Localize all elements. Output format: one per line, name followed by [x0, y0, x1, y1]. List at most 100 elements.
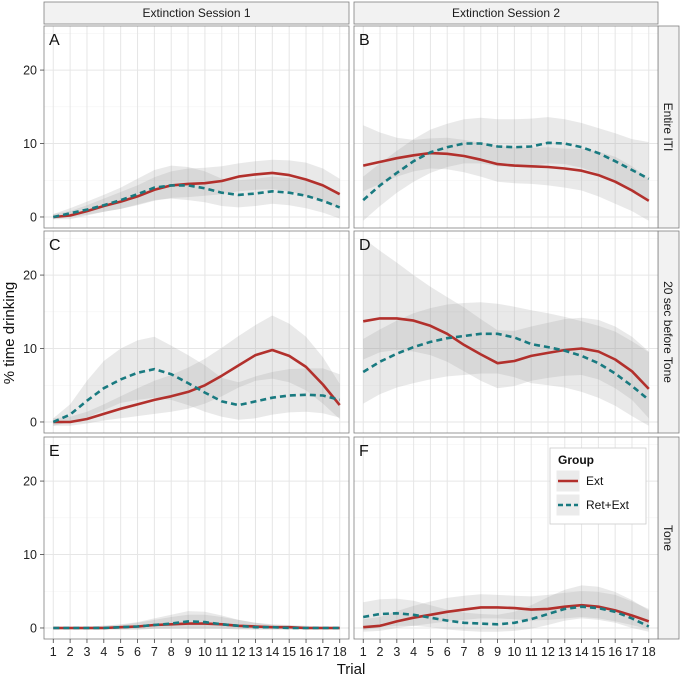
- ribbon-retext: [53, 165, 340, 220]
- plot-area: [362, 117, 650, 221]
- ribbon-ext: [363, 591, 649, 632]
- y-tick-label: 0: [30, 210, 37, 224]
- x-tick-label: 12: [232, 645, 246, 659]
- panel-b: B: [353, 25, 659, 229]
- strip-row-1: Entire ITI: [657, 25, 680, 229]
- panel-background: [354, 26, 658, 228]
- x-tick-label: 15: [591, 645, 605, 659]
- plot-area: [53, 159, 341, 220]
- x-tick-label: 4: [100, 645, 107, 659]
- strip-column-1: Extinction Session 1: [43, 1, 350, 25]
- x-tick-label: 15: [282, 645, 296, 659]
- legend: Group Ext Ret+Ext: [549, 447, 647, 525]
- strip-row-3: Tone: [657, 436, 680, 640]
- ribbon-ext: [53, 315, 340, 426]
- line-retext: [53, 620, 340, 630]
- x-tick-label: 6: [444, 645, 451, 659]
- y-tick-label: 0: [30, 621, 37, 635]
- panel-background: [44, 231, 349, 433]
- x-tick-label: 17: [316, 645, 330, 659]
- ribbon-retext: [53, 336, 340, 426]
- ribbon-ext: [363, 125, 649, 221]
- panel-letter: E: [49, 443, 60, 460]
- panel-a: A 0 10 20: [23, 25, 350, 229]
- y-tick-label: 0: [30, 415, 37, 429]
- line-ext: [362, 151, 650, 202]
- x-tick-label: 11: [525, 645, 538, 659]
- ribbon-retext: [363, 117, 649, 221]
- x-tick-label: 10: [198, 645, 212, 659]
- plot-area: [52, 315, 341, 426]
- strip-label-session-2: Extinction Session 2: [452, 6, 560, 20]
- panel-border: [43, 436, 350, 640]
- ribbon-retext: [363, 585, 649, 632]
- x-tick-label: 6: [134, 645, 141, 659]
- panel-border: [353, 436, 659, 640]
- x-tick-label: 2: [377, 645, 384, 659]
- x-tick-label: 17: [625, 645, 639, 659]
- line-ext: [53, 171, 341, 219]
- y-tick-label: 20: [23, 269, 37, 283]
- line-retext: [52, 367, 341, 424]
- legend-label-ext: Ext: [586, 474, 604, 488]
- panel-border: [353, 230, 659, 434]
- panel-background: [44, 437, 349, 639]
- x-tick-label: 7: [461, 645, 468, 659]
- x-tick-label: 13: [249, 645, 263, 659]
- line-retext: [362, 332, 650, 401]
- y-tick-label: 20: [23, 475, 37, 489]
- x-tick-label: 8: [168, 645, 175, 659]
- panel-border: [43, 25, 350, 229]
- panel-letter: F: [359, 443, 369, 460]
- x-tick-label: 9: [185, 645, 192, 659]
- y-tick-label: 10: [23, 548, 37, 562]
- strip-label-20sec-before-tone: 20 sec before Tone: [661, 281, 675, 383]
- strip-label-session-1: Extinction Session 1: [142, 6, 250, 20]
- line-retext: [53, 184, 341, 219]
- x-tick-label: 5: [427, 645, 434, 659]
- x-tick-label: 3: [83, 645, 90, 659]
- x-tick-label: 5: [117, 645, 124, 659]
- legend-label-retext: Ret+Ext: [586, 498, 630, 512]
- panel-c: C 0 10 20: [23, 230, 350, 434]
- line-retext: [362, 605, 650, 628]
- line-ext: [362, 317, 650, 390]
- panel-letter: D: [359, 237, 371, 254]
- x-tick-label: 18: [333, 645, 347, 659]
- x-tick-label: 7: [151, 645, 158, 659]
- x-tick-label: 13: [558, 645, 572, 659]
- x-tick-label: 11: [215, 645, 228, 659]
- x-tick-label: 12: [541, 645, 555, 659]
- line-ext: [53, 622, 340, 630]
- x-tick-label: 2: [67, 645, 74, 659]
- panel-border: [43, 230, 350, 434]
- line-ext: [363, 603, 650, 629]
- x-axis-title: Trial: [337, 661, 366, 678]
- x-tick-label: 16: [608, 645, 622, 659]
- x-tick-label: 14: [265, 645, 279, 659]
- ribbon-ext: [363, 238, 649, 419]
- panel-letter: A: [49, 32, 60, 49]
- x-tick-label: 8: [477, 645, 484, 659]
- panel-letter: C: [49, 237, 61, 254]
- x-tick-label: 18: [642, 645, 656, 659]
- ribbon-retext: [53, 611, 340, 630]
- panel-d: D: [353, 230, 659, 434]
- x-tick-label: 4: [410, 645, 417, 659]
- plot-area: [362, 238, 650, 426]
- x-tick-label: 1: [50, 645, 57, 659]
- x-tick-label: 9: [494, 645, 501, 659]
- y-axis-title: % time drinking: [1, 282, 18, 385]
- x-tick-label: 3: [393, 645, 400, 659]
- y-tick-label: 10: [23, 137, 37, 151]
- y-tick-label: 10: [23, 342, 37, 356]
- plot-area: [362, 585, 650, 632]
- legend-title: Group: [558, 453, 594, 467]
- ribbon-retext: [363, 302, 649, 426]
- panel-letter: B: [359, 32, 370, 49]
- plot-area: [53, 611, 340, 630]
- x-tick-label: 10: [507, 645, 521, 659]
- panel-background: [354, 231, 658, 433]
- strip-label-tone: Tone: [661, 525, 675, 551]
